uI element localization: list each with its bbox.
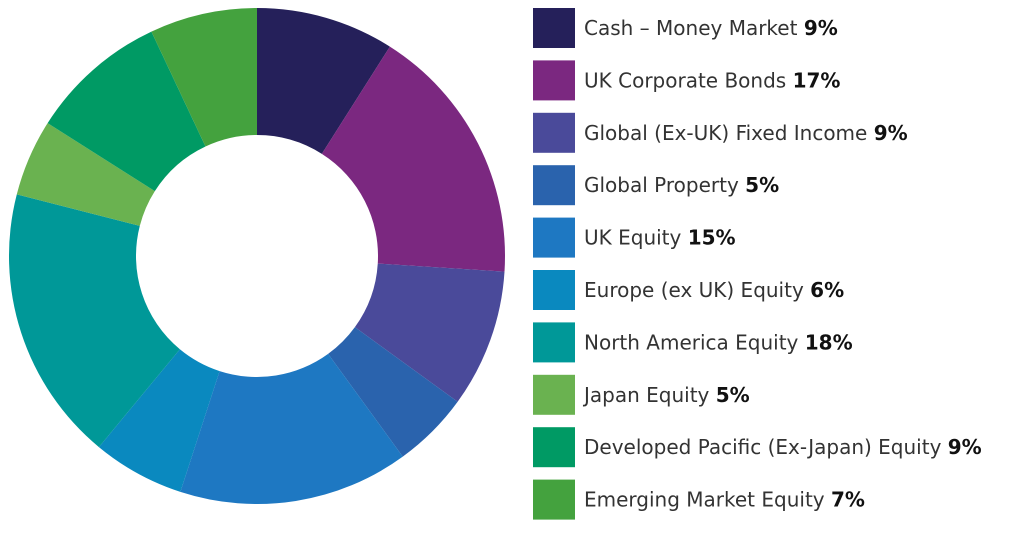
donut-slice [9, 194, 180, 448]
legend-value: 9% [874, 120, 908, 144]
legend-swatch [533, 427, 575, 468]
legend-category: Europe (ex UK) Equity [584, 278, 804, 302]
donut-slice [47, 31, 206, 192]
legend-swatch [533, 165, 575, 206]
donut-slice [180, 353, 403, 504]
legend-swatch [533, 60, 575, 101]
legend-category: North America Equity [584, 330, 799, 354]
legend-swatch [533, 112, 575, 153]
legend-label: Cash – Money Market 9% [584, 16, 838, 40]
donut-slice [321, 46, 505, 272]
legend-label: North America Equity 18% [584, 330, 853, 354]
legend-value: 5% [745, 173, 779, 197]
legend-label: UK Equity 15% [584, 225, 736, 249]
legend-label: Japan Equity 5% [582, 382, 750, 406]
legend-value: 15% [688, 225, 736, 249]
donut-slice [98, 349, 220, 492]
legend-label: Emerging Market Equity 7% [584, 487, 865, 511]
legend-value: 9% [804, 16, 838, 40]
legend-value: 6% [810, 278, 844, 302]
legend-label: Europe (ex UK) Equity 6% [584, 278, 844, 302]
legend-value: 5% [716, 382, 750, 406]
donut-slice [151, 8, 257, 147]
legend-swatch [533, 479, 575, 520]
legend-label: Global (Ex-UK) Fixed Income 9% [584, 120, 908, 144]
legend-category: Japan Equity [582, 382, 710, 406]
legend-category: Global Property [584, 173, 739, 197]
legend-swatch [533, 270, 575, 310]
legend-swatch [533, 374, 575, 415]
legend-value: 17% [793, 68, 841, 92]
legend-category: Developed Pacific (Ex-Japan) Equity [584, 435, 942, 459]
legend-swatch [533, 8, 575, 48]
donut-slice [16, 123, 155, 226]
legend-value: 18% [805, 330, 853, 354]
legend-label: UK Corporate Bonds 17% [584, 68, 840, 92]
legend-category: Emerging Market Equity [584, 487, 825, 511]
legend-label: Global Property 5% [584, 173, 779, 197]
donut-slice [354, 263, 505, 402]
legend-swatch [533, 322, 575, 363]
legend-category: UK Equity [584, 225, 682, 249]
legend-category: Cash – Money Market [584, 16, 798, 40]
donut-slice [328, 327, 458, 457]
legend-swatch [533, 217, 575, 258]
donut-slice [257, 8, 390, 154]
legend-category: Global (Ex-UK) Fixed Income [584, 120, 867, 144]
legend-value: 9% [948, 435, 982, 459]
legend-category: UK Corporate Bonds [584, 68, 786, 92]
legend-value: 7% [831, 487, 865, 511]
legend-label: Developed Pacific (Ex-Japan) Equity 9% [584, 435, 982, 459]
